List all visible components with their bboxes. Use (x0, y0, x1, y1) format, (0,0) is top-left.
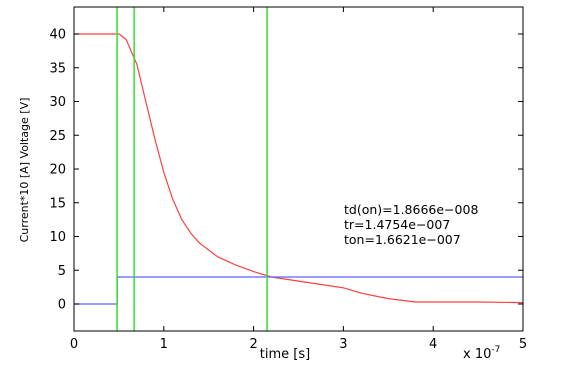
y-tick-label: 25 (49, 129, 66, 144)
x-axis-exponent-power: -7 (491, 345, 500, 355)
annotation-block: td(on)=1.8666e−008 tr=1.4754e−007 ton=1.… (344, 202, 478, 247)
y-tick-label: 30 (49, 95, 66, 110)
x-tick-label: 0 (70, 337, 78, 352)
y-tick-label: 10 (49, 230, 66, 245)
y-tick-label: 15 (49, 196, 66, 211)
x-axis-exponent-base: x 10 (463, 347, 491, 362)
x-axis-label: time [s] (260, 347, 310, 362)
annotation-ton: ton=1.6621e−007 (344, 232, 461, 247)
y-axis-label: Current*10 [A] Voltage [V] (18, 98, 31, 243)
x-tick-label: 3 (339, 337, 347, 352)
annotation-td-on: td(on)=1.8666e−008 (344, 202, 478, 217)
series-line-1 (74, 33, 524, 304)
x-tick-label: 2 (249, 337, 257, 352)
x-tick-label: 4 (429, 337, 437, 352)
y-tick-label: 40 (49, 28, 66, 43)
x-axis-exponent: x 10-7 (463, 345, 500, 362)
vertical-markers (116, 7, 268, 331)
y-tick-label: 20 (49, 163, 66, 178)
plot-area-background (74, 7, 523, 331)
x-tick-label: 1 (160, 337, 168, 352)
y-tick-label: 35 (49, 61, 66, 76)
x-tick-label: 5 (519, 337, 527, 352)
annotation-tr: tr=1.4754e−007 (344, 217, 450, 232)
x-axis-ticks: 0 1 2 3 4 5 (70, 7, 527, 352)
y-tick-label: 0 (58, 298, 66, 313)
y-axis-ticks: 0 5 10 15 20 25 30 35 40 (49, 28, 523, 313)
y-tick-label: 5 (58, 264, 66, 279)
